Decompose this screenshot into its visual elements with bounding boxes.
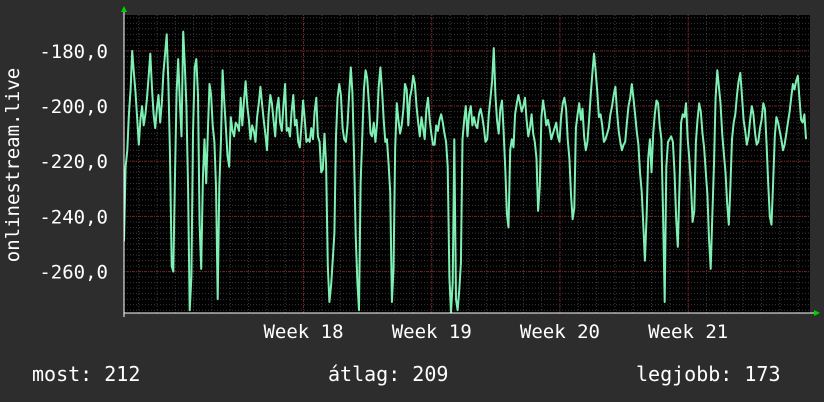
y-tick-label: -240,0 — [39, 206, 108, 228]
current-value: 212 — [104, 362, 141, 386]
x-tick-label: Week 18 — [263, 321, 343, 343]
average-label: átlag: — [328, 362, 401, 386]
y-axis-arrow — [121, 6, 127, 12]
y-tick-label: -260,0 — [39, 262, 108, 284]
x-tick-label: Week 20 — [520, 321, 600, 343]
current-label: most: — [32, 362, 93, 386]
y-tick-label: -180,0 — [39, 41, 108, 63]
y-axis-label: onlinestream.live — [2, 68, 24, 262]
x-axis-arrow — [814, 310, 820, 316]
best-label: legjobb: — [636, 362, 733, 386]
y-tick-label: -220,0 — [39, 151, 108, 173]
x-tick-label: Week 21 — [648, 321, 728, 343]
best-stat: legjobb: 173 — [636, 362, 781, 386]
series-line — [124, 30, 807, 313]
y-tick-label: -200,0 — [39, 96, 108, 118]
current-stat: most: 212 — [32, 362, 140, 386]
average-value: 209 — [412, 362, 449, 386]
best-value: 173 — [744, 362, 781, 386]
average-stat: átlag: 209 — [328, 362, 448, 386]
x-tick-label: Week 19 — [392, 321, 472, 343]
plot-area — [124, 15, 810, 313]
